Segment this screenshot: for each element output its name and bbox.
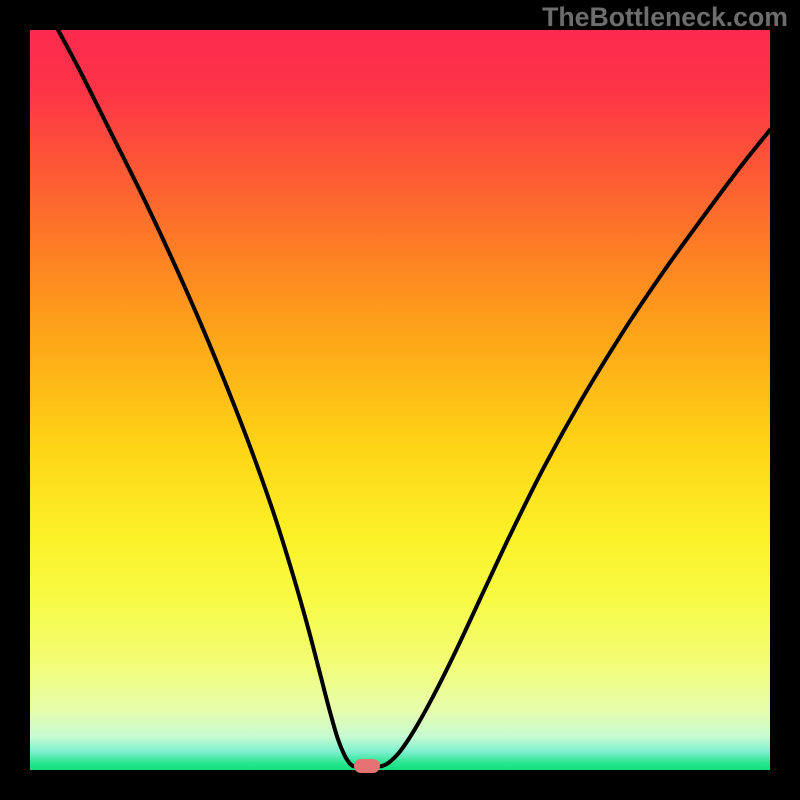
watermark-text: TheBottleneck.com: [542, 2, 788, 33]
optimum-marker: [354, 759, 380, 774]
curve-path: [58, 30, 770, 766]
plot-area: [30, 30, 770, 770]
bottleneck-curve: [30, 30, 770, 770]
